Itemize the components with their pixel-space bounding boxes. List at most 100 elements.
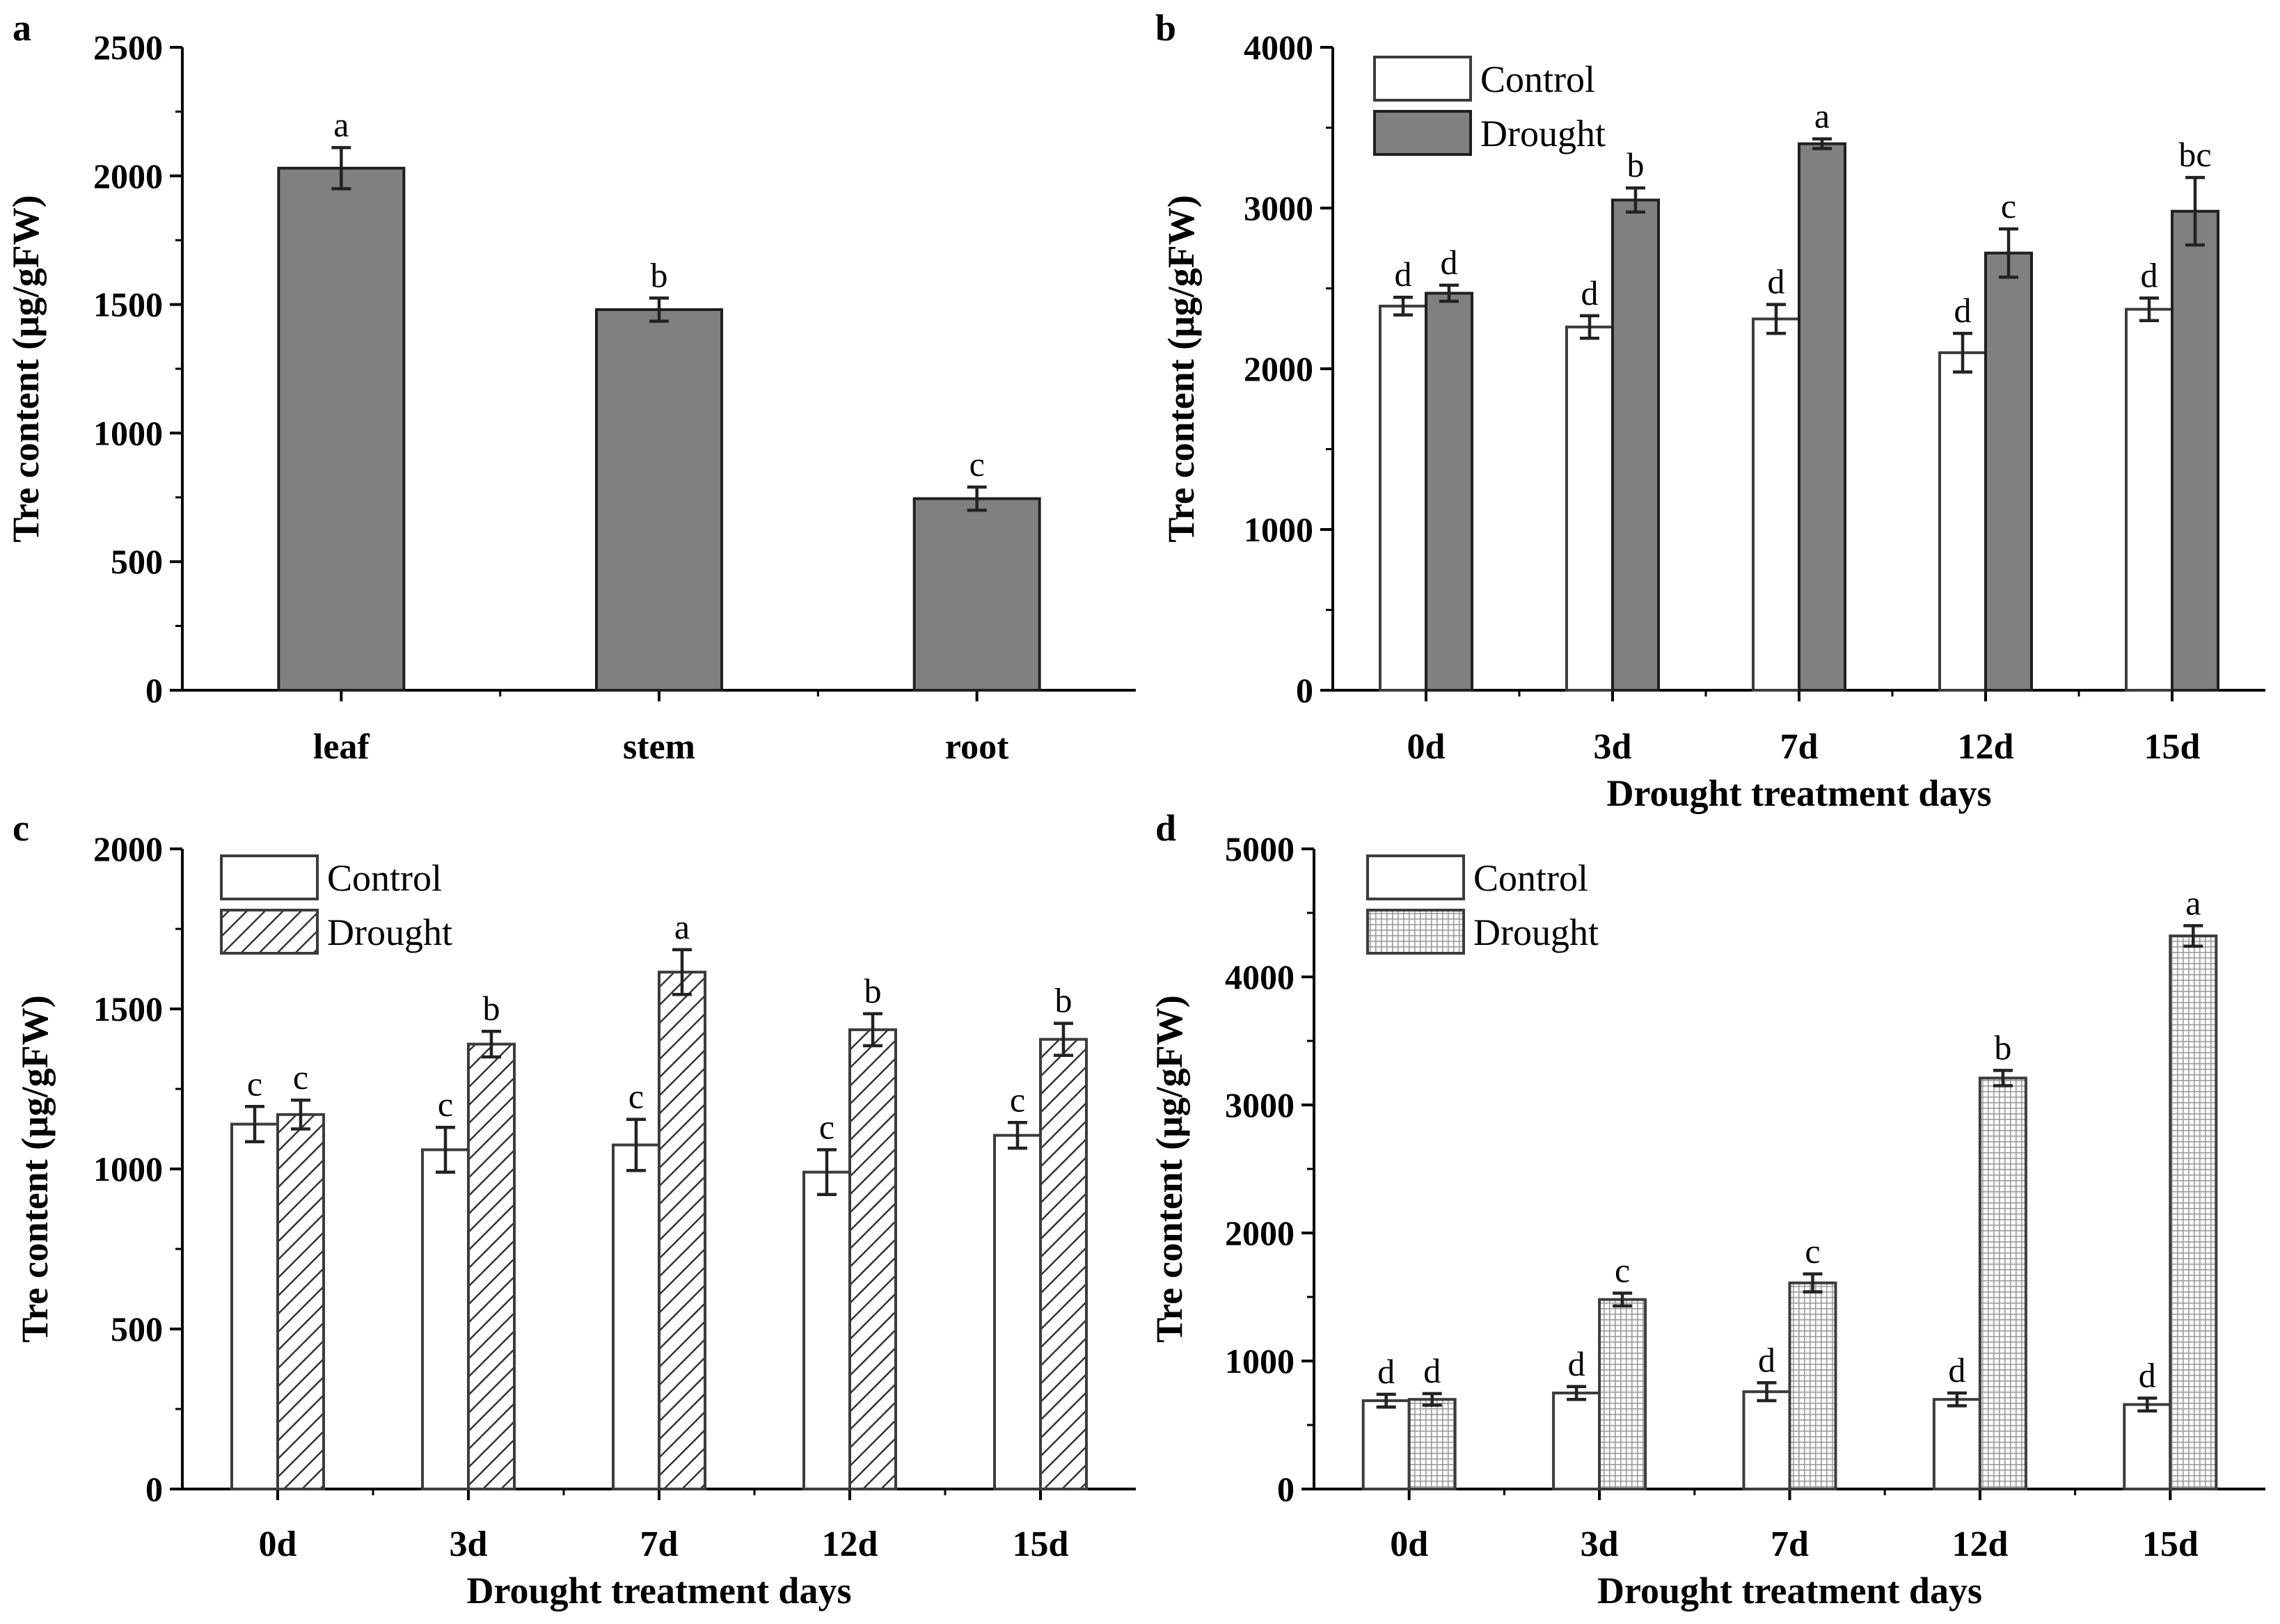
y-tick-label: 2000	[93, 157, 163, 196]
legend-swatch-drought	[1366, 909, 1465, 955]
legend-label-drought: Drought	[1473, 911, 1599, 953]
bar-drought	[1978, 1076, 2027, 1490]
x-category-label: leaf	[313, 727, 370, 767]
bar-control	[1932, 1398, 1981, 1490]
y-axis-title: Tre content (μg/gFW)	[1148, 995, 1190, 1343]
error-bar	[1999, 227, 2018, 279]
significance-letter: b	[1055, 981, 1072, 1020]
x-category-label: 3d	[450, 1525, 488, 1564]
significance-letter: c	[628, 1077, 644, 1116]
bar-drought	[1598, 1298, 1647, 1491]
bar-control	[1552, 1392, 1601, 1490]
significance-letter: c	[1010, 1080, 1025, 1119]
error-bar	[291, 1098, 310, 1131]
significance-letter: c	[247, 1064, 262, 1103]
significance-letter: d	[2141, 255, 2158, 294]
bar-control	[421, 1148, 470, 1491]
y-tick-label: 5000	[1225, 829, 1295, 868]
panel-letter: c	[13, 807, 29, 849]
significance-letter: d	[1395, 255, 1412, 294]
significance-letter: d	[1758, 1340, 1775, 1379]
bar-drought	[467, 1042, 516, 1490]
significance-letter: c	[293, 1058, 308, 1097]
y-tick-label: 2000	[1225, 1213, 1295, 1252]
y-axis-title: Tre content (μg/gFW)	[14, 995, 56, 1343]
significance-letter: d	[1568, 1344, 1585, 1383]
panel-a: a 0 500 1000 1500 2000 2500 Tre content (μg/gFW…	[5, 7, 1136, 767]
bar-drought	[2171, 209, 2219, 692]
y-tick-label: 4000	[1244, 28, 1313, 67]
y-tick-label: 500	[111, 542, 163, 581]
error-bar	[817, 1148, 837, 1197]
bar-control	[2125, 308, 2174, 692]
significance-letter: d	[1768, 262, 1785, 301]
bar-value	[595, 308, 723, 692]
y-axis-title: Tre content (μg/gFW)	[5, 195, 47, 543]
error-bar	[672, 948, 692, 996]
legend-swatch-drought	[220, 909, 319, 955]
bar-value	[912, 497, 1041, 692]
significance-letter: b	[864, 971, 882, 1010]
bar-drought	[1984, 251, 2033, 692]
x-category-label: 12d	[1952, 1525, 2008, 1564]
x-category-label: 3d	[1594, 727, 1632, 767]
panel-letter: a	[13, 7, 31, 49]
panel-letter: b	[1155, 7, 1176, 49]
significance-letter: b	[483, 989, 500, 1028]
x-category-label: 7d	[1771, 1525, 1809, 1564]
error-bar	[2185, 175, 2205, 247]
y-tick-label: 500	[111, 1309, 163, 1348]
x-category-label: 7d	[640, 1525, 679, 1564]
significance-letter: c	[1615, 1250, 1630, 1289]
significance-letter: b	[1627, 145, 1645, 184]
error-bar	[1993, 1069, 2013, 1088]
error-bar	[1812, 137, 1832, 150]
x-category-label: 12d	[1958, 727, 2014, 767]
bar-drought	[1425, 292, 1473, 692]
x-category-label: 12d	[822, 1525, 878, 1564]
panel-letter: d	[1155, 807, 1176, 849]
legend: Control Drought	[1373, 56, 1606, 156]
error-bar	[436, 1125, 455, 1174]
error-bar	[2137, 1396, 2158, 1413]
y-tick-label: 3000	[1244, 189, 1313, 228]
legend: Control Drought	[1366, 854, 1599, 955]
x-axis-title: Drought treatment days	[1597, 1570, 1982, 1611]
significance-letter: c	[2001, 186, 2016, 225]
bar-drought	[2169, 934, 2218, 1490]
significance-letter: d	[1954, 291, 1972, 330]
bar-drought	[1039, 1037, 1088, 1490]
bar-control	[993, 1133, 1042, 1490]
error-bar	[2139, 296, 2159, 322]
bar-value	[277, 166, 406, 692]
legend-label-control: Control	[1480, 58, 1595, 100]
error-bar	[331, 145, 351, 191]
bar-control	[612, 1143, 660, 1490]
y-tick-label: 0	[145, 671, 163, 710]
error-bar	[1613, 1291, 1633, 1308]
error-bar	[649, 296, 669, 323]
y-tick-label: 3000	[1225, 1085, 1295, 1124]
bar-drought	[1798, 142, 1846, 692]
x-category-label: 15d	[1013, 1525, 1069, 1564]
y-tick-label: 1500	[93, 989, 163, 1028]
y-tick-label: 1000	[93, 1149, 163, 1188]
bar-control	[802, 1170, 851, 1490]
y-tick-label: 1500	[93, 285, 163, 324]
significance-letter: b	[651, 255, 668, 294]
error-bar	[1422, 1392, 1442, 1407]
significance-letter: a	[333, 105, 349, 144]
x-category-label: 15d	[2142, 1525, 2199, 1564]
x-axis-title: Drought treatment days	[467, 1570, 852, 1611]
bar-control	[2123, 1403, 2172, 1491]
x-category-label: 7d	[1780, 727, 1819, 767]
bar-control	[1361, 1399, 1411, 1491]
error-bar	[1757, 1381, 1777, 1403]
error-bar	[1054, 1021, 1073, 1057]
bar-control	[1565, 325, 1614, 692]
error-bar	[1953, 331, 1972, 374]
bar-drought	[658, 971, 706, 1490]
error-bar	[482, 1029, 501, 1059]
legend-swatch-control	[1373, 56, 1472, 102]
significance-letter: a	[1814, 97, 1830, 136]
